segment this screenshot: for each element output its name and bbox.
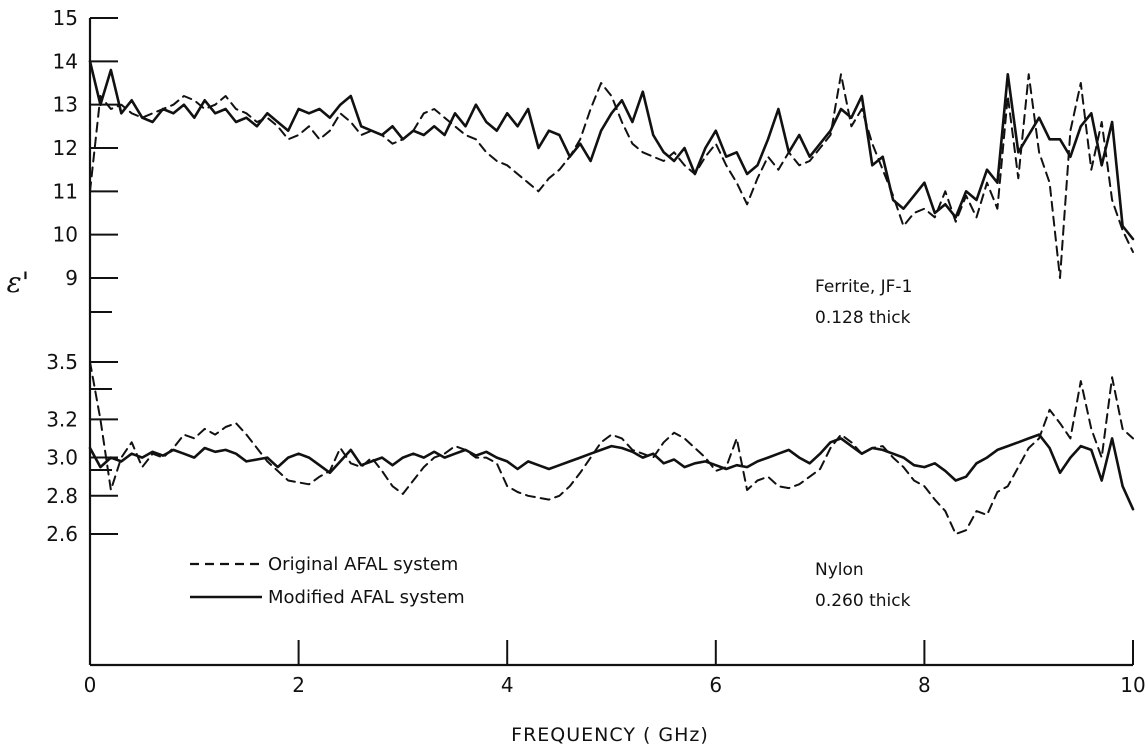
ferrite-y-tick-label: 15 [53, 6, 78, 30]
x-tick-label: 10 [1120, 673, 1145, 697]
series-layer [88, 59, 1135, 535]
nylon-y-tick-label: 3.5 [46, 350, 78, 374]
ferrite-annotation-line2: 0.128 thick [815, 308, 911, 328]
nylon-y-tick-label: 2.8 [46, 484, 78, 508]
ferrite-y-tick-label: 9 [65, 266, 78, 290]
ferrite-y-tick-label: 13 [53, 93, 78, 117]
nylon-y-tick-label: 2.6 [46, 522, 78, 546]
ferrite-y-tick-label: 11 [53, 179, 78, 203]
x-axis-title: FREQUENCY ( GHz) [511, 724, 709, 746]
nylon-modified-series-line [88, 433, 1135, 511]
x-tick-label: 6 [709, 673, 722, 697]
nylon-annotation-line1: Nylon [815, 560, 864, 580]
nylon-y-tick-label: 3.0 [46, 446, 78, 470]
nylon-y-tick-label: 3.2 [46, 407, 78, 431]
ferrite-annotation-line1: Ferrite, JF-1 [815, 277, 912, 297]
legend-label-modified: Modified AFAL system [268, 587, 465, 608]
x-tick-label: 4 [501, 673, 514, 697]
nylon-original-series-line [89, 361, 1134, 535]
labels-layer: FREQUENCY ( GHz) ε' Ferrite, JF-1 0.128 … [7, 266, 913, 746]
ferrite-y-tick-label: 10 [53, 223, 78, 247]
x-tick-label: 2 [292, 673, 305, 697]
nylon-annotation-line2: 0.260 thick [815, 591, 911, 611]
legend-label-original: Original AFAL system [268, 554, 458, 575]
y-axis-title: ε' [7, 266, 30, 299]
ferrite-y-tick-label: 14 [53, 49, 78, 73]
x-tick-label: 0 [84, 673, 97, 697]
legend: Original AFAL system Modified AFAL syste… [190, 554, 465, 608]
ferrite-y-tick-label: 12 [53, 136, 78, 160]
x-tick-label: 8 [918, 673, 931, 697]
ferrite-original-series-line [89, 73, 1134, 279]
ferrite-modified-series-line [88, 59, 1135, 241]
axes-layer [88, 18, 1133, 667]
ticks-layer: 9 10 11 12 13 14 15 2.6 2.8 3.0 3.2 3.5 0 2 4 6 8 10 [46, 6, 1146, 697]
